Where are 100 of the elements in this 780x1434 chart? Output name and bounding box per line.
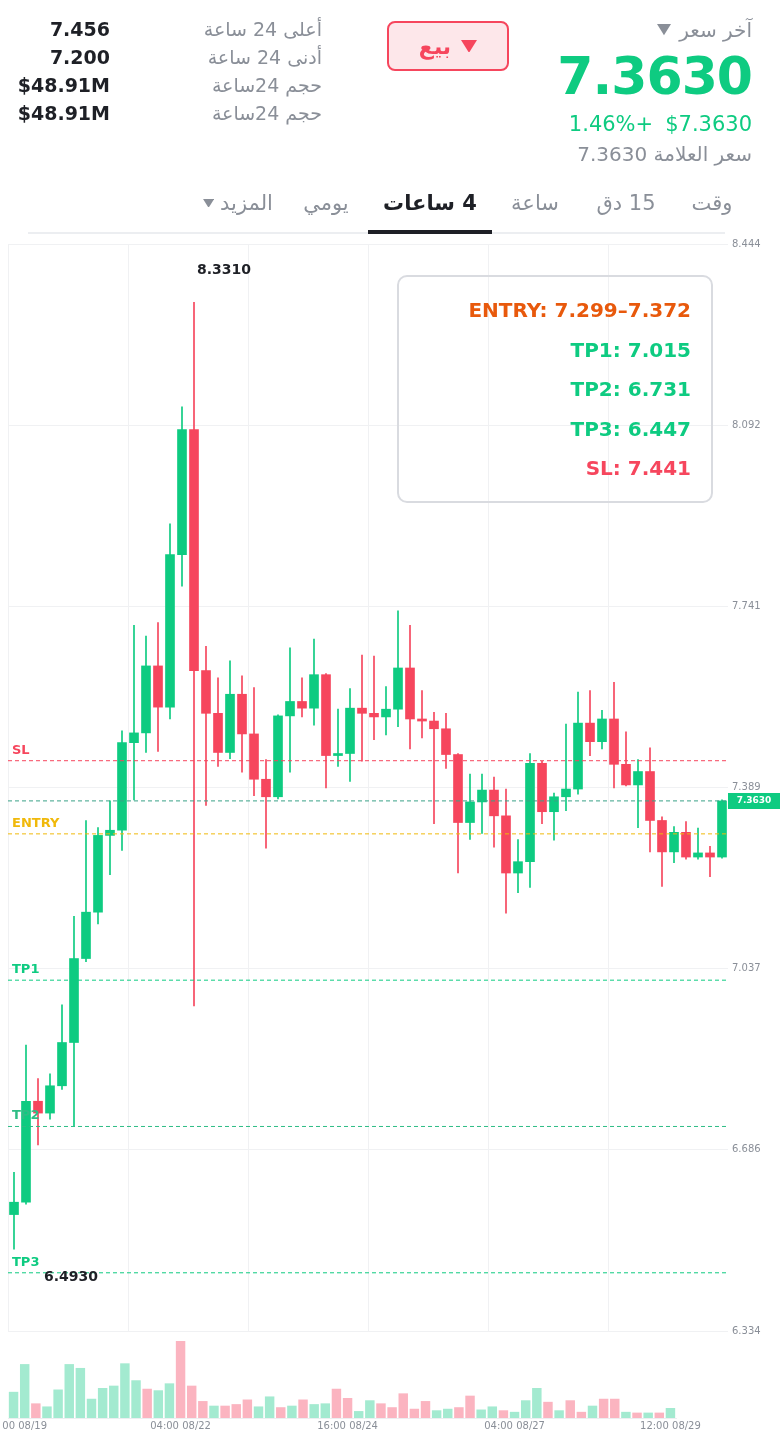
- annotation: 6.4930: [44, 1268, 99, 1284]
- y-tick-label: 7.741: [732, 599, 761, 611]
- bar: [632, 1412, 642, 1418]
- y-tick-label: 7.389: [732, 781, 761, 793]
- bar: [142, 1388, 152, 1418]
- bar: [186, 1385, 197, 1418]
- bar: [409, 1408, 420, 1418]
- bar: [153, 1390, 164, 1418]
- bar: [31, 1403, 41, 1418]
- bar: [164, 1383, 175, 1418]
- ref-line-label: SL: [12, 741, 30, 757]
- text: المزيد: [220, 191, 273, 215]
- bar: [342, 1397, 353, 1418]
- bar: [75, 1367, 86, 1418]
- bar: [532, 1387, 542, 1418]
- bar: [576, 1411, 587, 1418]
- text: بيع: [418, 33, 452, 59]
- x-tick-label: 04:00 08/27: [484, 1419, 545, 1431]
- bar: [331, 1388, 342, 1418]
- ref-line-label: TP3: [12, 1253, 40, 1269]
- bar: [209, 1405, 219, 1418]
- bar: [109, 1385, 119, 1418]
- text: حجم 24ساعة: [211, 74, 322, 96]
- bar: [198, 1401, 208, 1418]
- bar: [598, 1398, 609, 1418]
- ref-line-label: ENTRY: [12, 814, 60, 830]
- candlestick: [297, 677, 307, 718]
- bar: [398, 1393, 408, 1418]
- bar: [64, 1364, 74, 1418]
- bar: [476, 1409, 486, 1418]
- y-tick-label: 6.334: [732, 1324, 761, 1336]
- annotation: TP3: 6.447: [569, 415, 691, 443]
- annotation: TP1: 7.015: [569, 336, 691, 364]
- candlestick: [633, 759, 643, 829]
- text: أعلى 24 ساعة: [203, 18, 322, 40]
- bar: [309, 1404, 319, 1418]
- candlestick: [381, 686, 391, 736]
- bar: [420, 1401, 431, 1418]
- candlestick: [561, 723, 571, 812]
- bar: [287, 1405, 297, 1418]
- bar: [520, 1400, 531, 1418]
- bar: [320, 1403, 331, 1418]
- candlestick: [129, 624, 139, 801]
- bar: [610, 1398, 620, 1418]
- bar: [665, 1407, 676, 1418]
- y-tick-label: 8.444: [732, 237, 761, 249]
- candlestick: [513, 839, 523, 893]
- text: وقت: [691, 191, 733, 215]
- x-tick-label: 00 08/19: [2, 1419, 48, 1431]
- annotation: ENTRY: 7.299–7.372: [467, 297, 691, 324]
- text: $48.91M: [17, 102, 110, 124]
- bar: [431, 1410, 442, 1418]
- annotation: TP2: 6.731: [569, 376, 691, 403]
- bar: [509, 1411, 520, 1418]
- text: 4 ساعات: [383, 191, 477, 215]
- candlestick: [333, 708, 343, 767]
- y-tick-label: 6.686: [732, 1143, 761, 1155]
- text: سعر العلامة 7.3630: [577, 142, 752, 166]
- text: 7.200: [49, 46, 110, 68]
- text: 7.456: [49, 18, 110, 40]
- ref-line-label: 7.3630: [736, 795, 772, 806]
- text: ساعة: [511, 191, 559, 215]
- bar: [587, 1405, 598, 1418]
- candlestick: [369, 655, 379, 740]
- text: أدنى 24 ساعة: [207, 46, 322, 68]
- text: آخر سعر: [679, 18, 752, 42]
- text: 7.3630: [557, 46, 752, 106]
- x-tick-label: 12:00 08/29: [640, 1419, 701, 1431]
- bar: [231, 1404, 241, 1418]
- bar: [543, 1401, 553, 1418]
- bar: [443, 1408, 453, 1418]
- bar: [487, 1406, 498, 1418]
- candlestick: [285, 647, 295, 773]
- x-tick-label: 04:00 08/22: [150, 1419, 211, 1431]
- bar: [264, 1396, 275, 1418]
- bar: [86, 1398, 97, 1418]
- text: $7.3630: [665, 112, 752, 136]
- bar: [565, 1400, 575, 1418]
- bar: [554, 1410, 564, 1418]
- text: حجم 24ساعة: [211, 102, 322, 124]
- text: 1.46%+: [568, 112, 654, 136]
- x-tick-label: 16:00 08/24: [317, 1419, 378, 1431]
- annotation: 8.3310: [197, 261, 252, 277]
- bar: [298, 1399, 308, 1418]
- text: يومي: [303, 191, 349, 215]
- bar: [8, 1391, 19, 1418]
- y-tick-label: 8.092: [732, 418, 761, 430]
- bar: [498, 1410, 509, 1418]
- ref-line-label: TP1: [12, 961, 40, 977]
- bar: [353, 1411, 364, 1418]
- bar: [643, 1412, 653, 1418]
- text: $48.91M: [17, 74, 110, 96]
- candlestick: [9, 1172, 19, 1250]
- bar: [365, 1400, 375, 1418]
- bar: [19, 1364, 30, 1418]
- text: 15 دق: [596, 191, 656, 215]
- bar: [621, 1411, 631, 1418]
- annotation: SL: 7.441: [584, 455, 691, 482]
- bar: [97, 1387, 108, 1418]
- bar: [253, 1406, 264, 1418]
